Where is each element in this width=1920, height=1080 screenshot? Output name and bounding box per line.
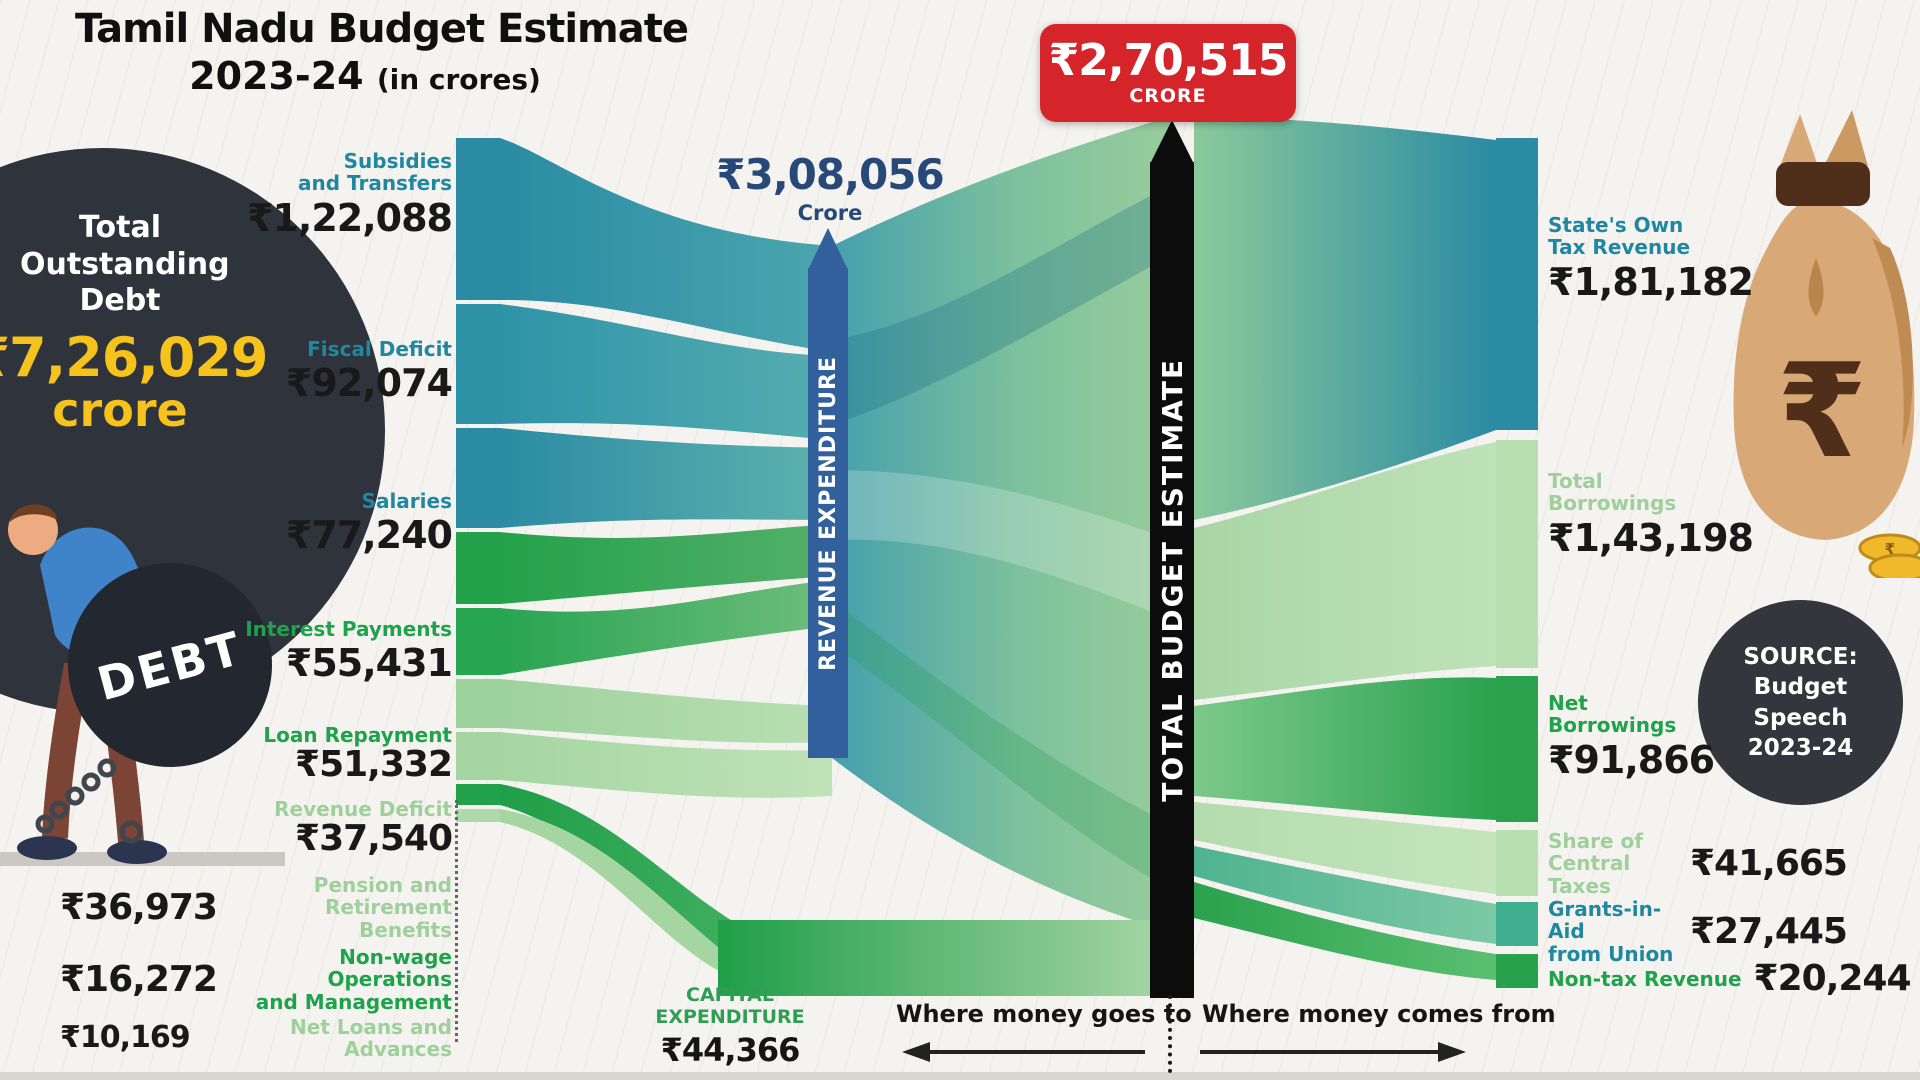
dotted-divider: [1168, 995, 1172, 1073]
debt-man-icon: DEBT: [0, 504, 285, 866]
total-budget-unit: CRORE: [1129, 85, 1207, 107]
source-line: 2023-24: [1747, 734, 1854, 761]
total-budget-bar-label: TOTAL BUDGET ESTIMATE: [1155, 358, 1189, 802]
money-bag-icon: ₹ ₹: [1733, 110, 1920, 578]
direction-label-right: Where money comes from: [1202, 1000, 1556, 1028]
expenditure-label: Interest Payments: [245, 617, 452, 641]
arrow-left-icon: [902, 1042, 930, 1062]
title-year: 2023-24: [189, 54, 364, 98]
revenue-label: Grants-in-Aid from Union: [1548, 897, 1674, 966]
expenditure-item-interest: Interest Payments ₹55,431: [150, 617, 453, 686]
expenditure-amount: ₹10,169: [60, 1020, 191, 1056]
title-line1: Tamil Nadu Budget Estimate: [75, 6, 689, 52]
revenue-expenditure-bar-label: REVENUE EXPENDITURE: [815, 355, 841, 671]
capital-expenditure-band: [718, 920, 1171, 996]
revenue-item-state-tax: State's Own Tax Revenue ₹1,81,182: [1548, 213, 1754, 304]
total-budget-bar: TOTAL BUDGET ESTIMATE: [1150, 162, 1194, 998]
revenue-label: State's Own Tax Revenue: [1548, 213, 1691, 260]
expenditure-item-revenue-deficit: Revenue Deficit ₹37,540: [150, 797, 453, 860]
revenue-expenditure-amount: ₹3,08,056: [716, 150, 944, 199]
expenditure-amount: ₹36,973: [60, 886, 218, 928]
expenditure-amount: ₹92,074: [285, 361, 453, 406]
debt-amount: ₹7,26,029: [0, 325, 269, 389]
revenue-stack: [1496, 138, 1538, 988]
expenditure-amount: ₹37,540: [295, 818, 453, 860]
revenue-item-net-borrowings: Net Borrowings ₹91,866: [1548, 691, 1715, 782]
debt-label: Total Outstanding Debt: [20, 210, 230, 319]
coin-icon: [1868, 553, 1920, 578]
expenditure-label: Revenue Deficit: [274, 797, 452, 821]
page-title: Tamil Nadu Budget Estimate 2023-24 (in c…: [75, 6, 689, 98]
expenditure-label: Net Loans and Advances: [290, 1015, 452, 1062]
expenditure-stack: [456, 138, 500, 822]
coin-rupee-symbol: ₹: [1885, 540, 1895, 558]
chain-icon: [35, 758, 143, 844]
rupee-symbol: ₹: [1777, 335, 1867, 487]
capital-expenditure-amount: ₹44,366: [660, 1030, 801, 1069]
expenditure-label: Salaries: [361, 489, 452, 513]
expenditure-item-fiscal-deficit: Fiscal Deficit ₹92,074: [150, 337, 453, 406]
expenditure-item-pension: ₹36,973 Pension and Retirement Benefits: [60, 874, 452, 941]
total-budget-bar-tip: [1150, 120, 1194, 164]
expenditure-amount: ₹16,272: [60, 958, 218, 1000]
expenditure-label: Loan Repayment: [263, 723, 452, 747]
expenditure-label: Fiscal Deficit: [307, 337, 452, 361]
expenditure-amount: ₹51,332: [295, 744, 453, 786]
revenue-expenditure-bar: REVENUE EXPENDITURE: [808, 268, 848, 758]
debt-ball: [68, 563, 272, 767]
title-unit-note: (in crores): [376, 63, 541, 96]
revenue-expenditure-bar-tip: [808, 228, 848, 270]
expenditure-item-subsidies: Subsidies and Transfers ₹1,22,088: [150, 149, 453, 240]
revenue-amount: ₹91,866: [1548, 737, 1715, 782]
revenue-ribbons: [1194, 116, 1496, 980]
revenue-label: Total Borrowings: [1548, 469, 1677, 516]
bottom-border: [0, 1072, 1920, 1080]
capital-expenditure-label: CAPITAL EXPENDITURE: [655, 984, 805, 1029]
source-line: Speech: [1753, 704, 1848, 731]
debt-unit: crore: [52, 382, 188, 437]
dotted-connector: [455, 800, 458, 1042]
expenditure-label: Non-wage Operations and Management: [255, 945, 452, 1014]
revenue-amount: ₹1,43,198: [1548, 515, 1754, 560]
expenditure-item-loan-repayment: Loan Repayment ₹51,332: [150, 723, 453, 786]
middle-ribbons: [718, 116, 1172, 996]
revenue-amount: ₹1,81,182: [1548, 259, 1754, 304]
direction-label-left: Where money goes to: [896, 1000, 1192, 1028]
title-line2: 2023-24 (in crores): [75, 54, 655, 98]
revenue-item-total-borrowings: Total Borrowings ₹1,43,198: [1548, 469, 1754, 560]
direction-arrows: [902, 1042, 1466, 1062]
expenditure-amount: ₹1,22,088: [247, 195, 453, 240]
expenditure-amount: ₹55,431: [285, 641, 453, 686]
source-line: SOURCE:: [1743, 643, 1858, 670]
revenue-item-central-taxes: Share of Central Taxes ₹41,665: [1548, 829, 1848, 898]
source-line: Budget: [1753, 674, 1848, 701]
revenue-expenditure-total: ₹3,08,056 Crore: [700, 150, 960, 225]
revenue-expenditure-unit: Crore: [797, 201, 863, 225]
expenditure-ribbons: [500, 138, 832, 978]
capital-expenditure: CAPITAL EXPENDITURE ₹44,366: [605, 984, 855, 1069]
revenue-label: Share of Central Taxes: [1548, 829, 1643, 898]
total-budget-badge: ₹2,70,515 CRORE: [1040, 24, 1296, 122]
revenue-amount: ₹41,665: [1690, 842, 1848, 884]
revenue-label: Net Borrowings: [1548, 691, 1677, 738]
bag-knot: [1776, 162, 1870, 206]
expenditure-item-net-loans: ₹10,169 Net Loans and Advances: [60, 1016, 452, 1061]
expenditure-item-non-wage: ₹16,272 Non-wage Operations and Manageme…: [60, 946, 452, 1013]
debt-bubble: Total Outstanding Debt ₹7,26,029 crore: [0, 210, 275, 437]
expenditure-amount: ₹77,240: [285, 513, 453, 558]
expenditure-label: Pension and Retirement Benefits: [313, 873, 452, 942]
revenue-label: Non-tax Revenue: [1548, 966, 1742, 991]
source-badge: SOURCE: Budget Speech 2023-24: [1698, 600, 1903, 805]
arrow-right-icon: [1438, 1042, 1466, 1062]
revenue-amount: ₹20,244: [1753, 958, 1912, 999]
revenue-item-non-tax: Non-tax Revenue ₹20,244: [1548, 958, 1912, 999]
total-budget-amount: ₹2,70,515: [1048, 35, 1289, 86]
expenditure-label: Subsidies and Transfers: [298, 149, 452, 196]
revenue-amount: ₹27,445: [1690, 910, 1848, 952]
expenditure-item-salaries: Salaries ₹77,240: [150, 489, 453, 558]
revenue-item-grants-in-aid: Grants-in-Aid from Union ₹27,445: [1548, 897, 1848, 966]
